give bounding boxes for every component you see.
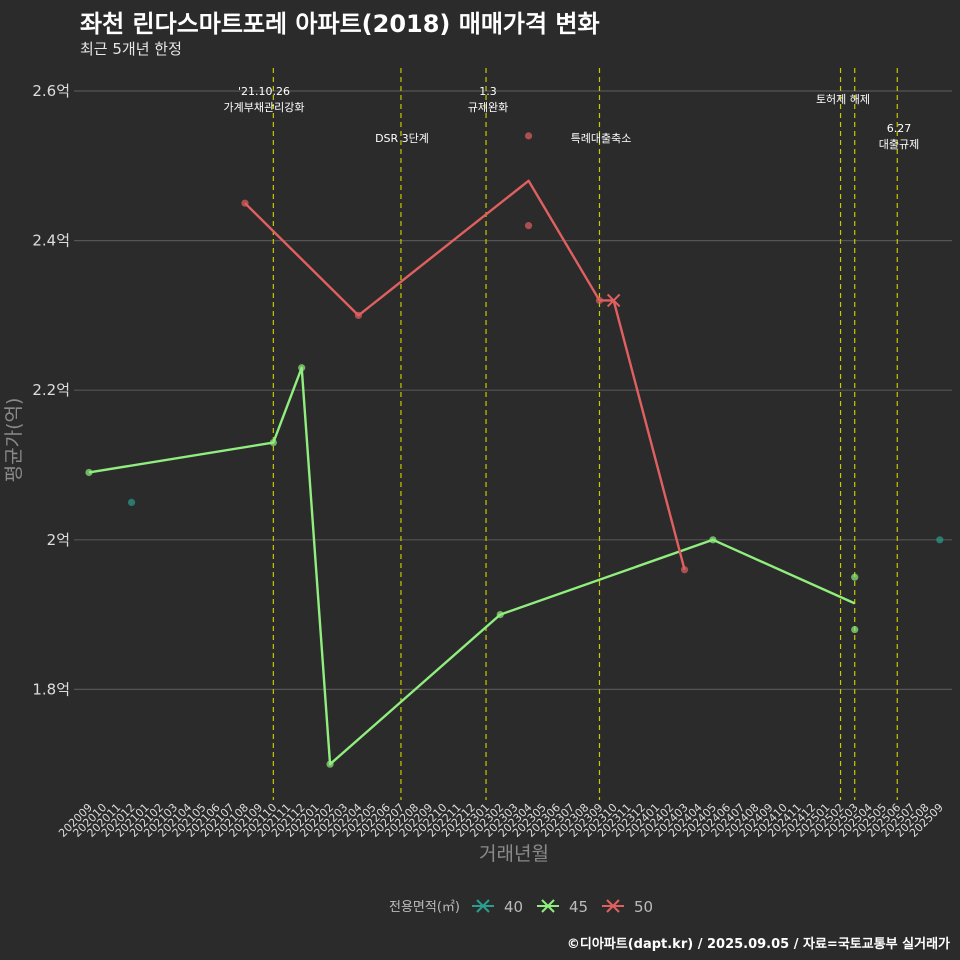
series-45-point: [269, 438, 277, 447]
series-50-point: [524, 222, 533, 230]
legend-key-45: [537, 899, 559, 913]
series-45-line: [88, 366, 856, 766]
y-axis-title: 평균가(억): [3, 398, 25, 483]
x-axis-title: 거래년월: [479, 843, 549, 865]
series-50-point: [524, 132, 533, 140]
series-50-point: [595, 296, 604, 305]
y-tick-label: 2.6억: [32, 82, 70, 100]
legend-key-40: [472, 899, 494, 913]
y-tick-label: 2.2억: [32, 381, 70, 399]
series-45-point: [496, 611, 504, 619]
legend-label-45: 45: [569, 898, 588, 916]
y-tick-label: 1.8억: [32, 680, 70, 698]
event-annotation: 6.27 대출규제: [879, 122, 919, 151]
legend-title: 전용면적(㎡): [389, 900, 460, 915]
legend-key-50: [602, 899, 624, 913]
series-50-line: [244, 179, 686, 571]
chart-title: 좌천 린다스마트포레 아파트(2018) 매매가격 변화: [80, 10, 600, 38]
source-caption: ©디아파트(dapt.kr) / 2025.09.05 / 자료=국토교통부 실…: [566, 937, 950, 952]
legend-label-40: 40: [504, 898, 523, 916]
y-tick-label: 2억: [47, 531, 70, 549]
event-annotation: 특례대출축소: [571, 132, 632, 145]
series-50-point: [354, 311, 363, 319]
legend-label-50: 50: [634, 898, 653, 916]
event-annotation: 1.3 규제완화: [468, 85, 508, 114]
event-annotation: 토허제 해제: [816, 92, 870, 106]
series-50-cross-marker: [606, 293, 621, 308]
series-45-point: [326, 760, 334, 768]
series-50-point: [241, 199, 249, 207]
series-45-point: [709, 536, 717, 544]
event-annotation: DSR 3단계: [375, 132, 429, 145]
series-50-point: [680, 566, 689, 574]
series-40-point: [936, 536, 944, 544]
series-45-point: [85, 468, 93, 477]
series-45-point: [851, 625, 859, 634]
event-annotation: '21.10.26 가계부채관리강화: [224, 85, 305, 114]
chart-subtitle: 최근 5개년 한정: [80, 40, 182, 58]
y-tick-label: 2.4억: [32, 232, 70, 250]
series-45-point: [851, 573, 859, 581]
series-45-point: [298, 364, 306, 372]
series-40-point: [127, 498, 136, 506]
